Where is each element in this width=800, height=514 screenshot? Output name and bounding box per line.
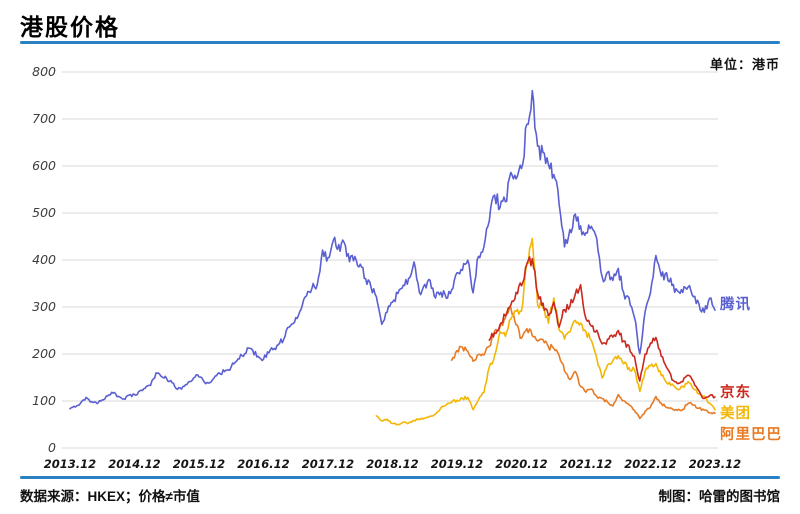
x-tick-label: 2016.12: [237, 457, 290, 471]
page-title: 港股价格: [20, 14, 120, 40]
tencent-series-label: 腾讯: [720, 297, 751, 314]
y-tick-label: 800: [32, 64, 56, 79]
x-tick-label: 2020.12: [495, 457, 548, 471]
x-tick-label: 2022.12: [624, 457, 677, 471]
y-tick-label: 400: [32, 252, 56, 267]
footer-rule: [20, 476, 780, 479]
y-tick-label: 700: [32, 111, 56, 126]
tencent-line: [69, 89, 716, 410]
y-tick-label: 200: [32, 346, 56, 361]
y-tick-label: 300: [32, 299, 56, 314]
x-tick-label: 2015.12: [172, 457, 226, 471]
data-source-note: 数据来源：HKEX；价格≠市值: [20, 489, 200, 504]
x-tick-label: 2018.12: [366, 457, 419, 471]
alibaba-series-label: 阿里巴巴: [720, 427, 782, 444]
x-tick-label: 2014.12: [108, 457, 161, 471]
x-tick-label: 2019.12: [430, 457, 484, 471]
jd-series-label: 京东: [720, 385, 751, 402]
y-tick-label: 0: [48, 440, 56, 455]
x-tick-label: 2023.12: [688, 457, 742, 471]
title-underline-rule: [20, 41, 780, 44]
chart-credit-note: 制图：哈雷的图书馆: [658, 489, 781, 504]
x-tick-label: 2021.12: [559, 457, 613, 471]
jd-line: [488, 256, 716, 400]
y-tick-label: 100: [32, 393, 56, 408]
x-tick-label: 2017.12: [301, 457, 355, 471]
y-tick-label: 500: [32, 205, 56, 220]
unit-label: 单位：港币: [709, 57, 780, 72]
meituan-line: [375, 237, 716, 426]
y-tick-label: 600: [32, 158, 56, 173]
x-tick-label: 2013.12: [43, 457, 97, 471]
alibaba-line: [450, 306, 716, 420]
meituan-series-label: 美团: [720, 406, 751, 423]
